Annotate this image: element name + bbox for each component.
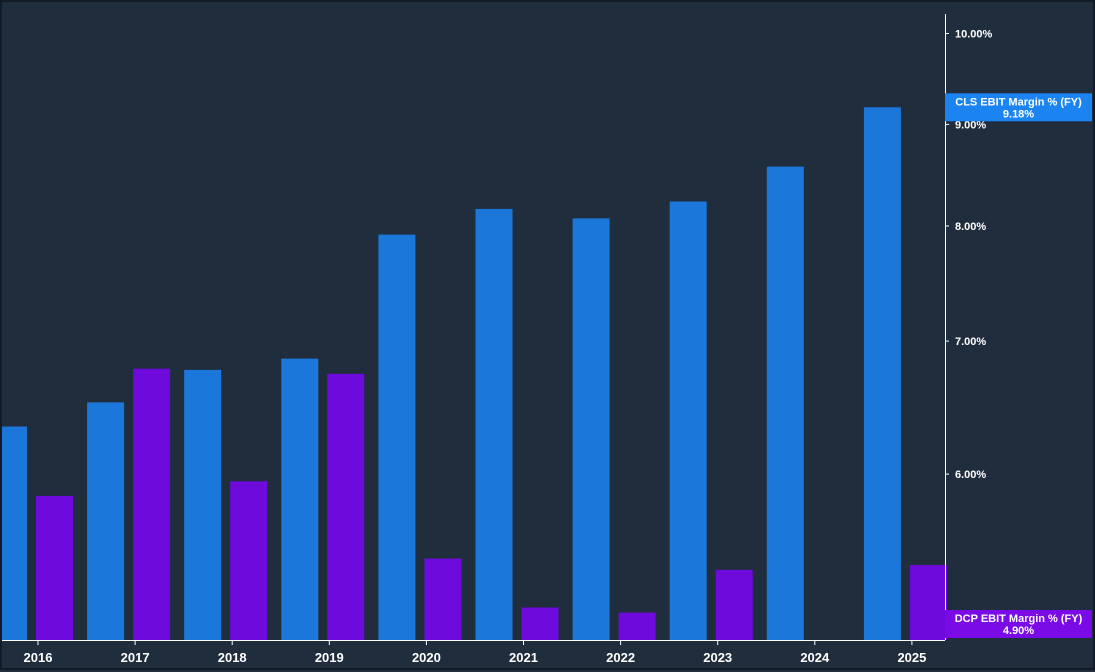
bar-cls-2019 xyxy=(281,358,319,640)
x-tick-label-2023: 2023 xyxy=(703,650,732,665)
x-tick-label-2017: 2017 xyxy=(121,650,150,665)
bar-dcp-2022 xyxy=(618,612,656,640)
bar-cls-2016 xyxy=(2,426,27,640)
value-tag-cls xyxy=(945,93,1092,122)
bars-layer xyxy=(2,107,947,641)
value-tags-layer: CLS EBIT Margin % (FY)9.18% DCP EBIT Marg… xyxy=(945,93,1092,638)
y-tick-label-5: 10.00% xyxy=(955,28,993,40)
bar-dcp-2019 xyxy=(327,373,365,640)
bar-cls-2021 xyxy=(475,208,513,640)
bar-dcp-2023 xyxy=(715,569,753,640)
bar-dcp-2017 xyxy=(133,368,171,640)
x-tick-label-2022: 2022 xyxy=(606,650,635,665)
bar-cls-2023 xyxy=(669,201,707,640)
value-tag-value-dcp: 4.90% xyxy=(1003,625,1034,637)
bar-dcp-2020 xyxy=(424,558,462,640)
x-tick-label-2025: 2025 xyxy=(897,650,926,665)
value-tag-value-cls: 9.18% xyxy=(1003,108,1034,120)
x-tick-label-2024: 2024 xyxy=(800,650,830,665)
bar-cls-2022 xyxy=(572,218,610,640)
bar-cls-2025 xyxy=(863,107,901,641)
x-tick-label-2018: 2018 xyxy=(218,650,247,665)
y-tick-label-3: 8.00% xyxy=(955,221,986,233)
y-tick-label-1: 6.00% xyxy=(955,469,986,481)
x-tick-label-2016: 2016 xyxy=(24,650,53,665)
bar-dcp-2021 xyxy=(521,607,559,640)
bar-cls-2020 xyxy=(378,234,416,640)
value-tag-label-dcp: DCP EBIT Margin % (FY) xyxy=(955,613,1083,625)
bar-cls-2018 xyxy=(184,369,222,640)
value-tag-label-cls: CLS EBIT Margin % (FY) xyxy=(955,96,1082,108)
y-tick-label-2: 7.00% xyxy=(955,336,986,348)
bar-cls-2017 xyxy=(87,402,125,640)
x-tick-label-2021: 2021 xyxy=(509,650,538,665)
bar-cls-2024 xyxy=(766,166,804,640)
bar-dcp-2018 xyxy=(230,481,268,640)
bar-dcp-2025 xyxy=(909,565,947,640)
bar-dcp-2016 xyxy=(36,495,73,640)
x-tick-label-2020: 2020 xyxy=(412,650,441,665)
value-tag-dcp xyxy=(945,610,1092,638)
x-tick-label-2019: 2019 xyxy=(315,650,344,665)
y-tick-label-4: 9.00% xyxy=(955,119,986,131)
